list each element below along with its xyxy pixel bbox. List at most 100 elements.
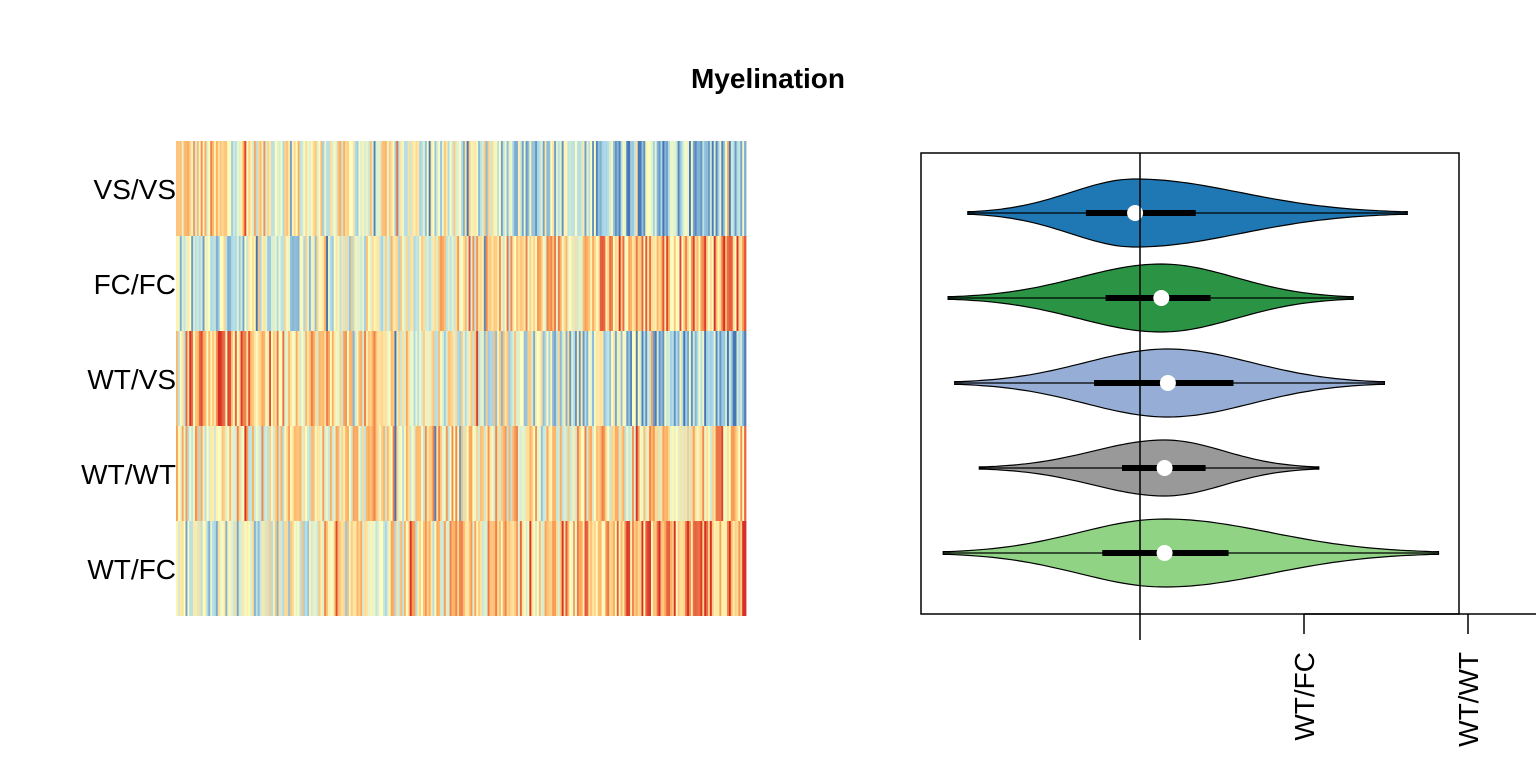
heatmap-cell (563, 521, 566, 616)
heatmap-cell (540, 331, 544, 426)
heatmap-cell (565, 426, 568, 521)
heatmap-cell (734, 141, 737, 236)
heatmap-cell (518, 521, 521, 616)
heatmap-cell (702, 331, 705, 426)
heatmap-cell (485, 521, 488, 616)
heatmap-cell (263, 331, 266, 426)
heatmap-cell (176, 331, 179, 426)
heatmap-cell (677, 141, 680, 236)
heatmap-cell (295, 141, 298, 236)
heatmap-cell (411, 236, 414, 331)
heatmap-cell (276, 236, 279, 331)
heatmap-cell (658, 236, 661, 331)
heatmap-cell (400, 426, 403, 521)
heatmap-cell (523, 426, 526, 521)
heatmap-cell (303, 331, 306, 426)
heatmap-cell (183, 331, 186, 426)
heatmap-cell (447, 426, 450, 521)
heatmap-cell (364, 521, 367, 616)
heatmap-cell (736, 141, 739, 236)
heatmap-cell (495, 331, 498, 426)
heatmap-cell (331, 426, 335, 521)
heatmap-cell (645, 236, 648, 331)
heatmap-cell (379, 331, 382, 426)
heatmap-cell (345, 521, 348, 616)
heatmap-cell (742, 236, 745, 331)
heatmap-cell (227, 331, 230, 426)
heatmap-cell (324, 521, 327, 616)
heatmap-cell (333, 141, 336, 236)
heatmap-cell (719, 141, 722, 236)
heatmap-cell (272, 521, 276, 616)
heatmap-cell (310, 521, 314, 616)
heatmap-cell (457, 236, 460, 331)
heatmap-cell (510, 141, 513, 236)
heatmap-cell (546, 426, 549, 521)
heatmap-cell (603, 331, 606, 426)
heatmap-cell (567, 236, 570, 331)
heatmap-cell (290, 236, 293, 331)
heatmap-cell (597, 426, 601, 521)
heatmap-cell (641, 331, 644, 426)
heatmap-cell (356, 426, 359, 521)
heatmap-cell (592, 521, 595, 616)
heatmap-cell (390, 521, 393, 616)
heatmap-cell (396, 521, 399, 616)
heatmap-cell (196, 236, 200, 331)
heatmap-cell (388, 236, 392, 331)
heatmap-cell (198, 236, 202, 331)
heatmap-cell (474, 521, 477, 616)
heatmap-cell (493, 331, 496, 426)
heatmap-cell (274, 521, 278, 616)
heatmap-cell (698, 236, 701, 331)
heatmap-cell (645, 141, 648, 236)
heatmap-cell (445, 331, 449, 426)
violin-median-point (1156, 460, 1173, 476)
heatmap-cell (485, 331, 488, 426)
heatmap-cell (286, 236, 289, 331)
heatmap-cell (373, 426, 376, 521)
heatmap-cell (523, 236, 526, 331)
heatmap-cell (191, 426, 194, 521)
heatmap-cell (335, 521, 338, 616)
heatmap-cell (193, 141, 196, 236)
heatmap-cell (736, 521, 739, 616)
heatmap-cell (704, 331, 707, 426)
heatmap-cell (569, 236, 572, 331)
heatmap-cell (732, 426, 735, 521)
heatmap-cell (459, 521, 462, 616)
heatmap-cell (177, 521, 181, 616)
heatmap-cell (179, 331, 183, 426)
heatmap-cell (208, 521, 211, 616)
heatmap-cell (690, 141, 694, 236)
heatmap-cell (554, 521, 557, 616)
heatmap-cell (510, 426, 513, 521)
heatmap-cell (607, 141, 610, 236)
heatmap-cell (339, 331, 342, 426)
heatmap-cell (571, 426, 574, 521)
heatmap-cell (512, 236, 515, 331)
heatmap-cell (214, 236, 217, 331)
heatmap-cell (309, 521, 312, 616)
heatmap-cell (438, 236, 441, 331)
heatmap-cell (529, 236, 532, 331)
heatmap-cell (514, 236, 517, 331)
heatmap-cell (322, 426, 325, 521)
heatmap-cell (453, 141, 456, 236)
heatmap-cell (244, 236, 247, 331)
heatmap-cell (328, 521, 331, 616)
violin-vs-vs (967, 178, 1408, 248)
heatmap-cell (527, 141, 530, 236)
heatmap-cell (483, 141, 487, 236)
heatmap-cell (559, 521, 563, 616)
heatmap-cell (586, 331, 589, 426)
heatmap-cell (377, 426, 380, 521)
heatmap-cell (472, 141, 475, 236)
heatmap-cell (322, 331, 325, 426)
heatmap-cell (461, 236, 464, 331)
heatmap-cell (708, 141, 711, 236)
heatmap-cell (597, 331, 601, 426)
heatmap-cell (652, 521, 656, 616)
heatmap-cell (504, 141, 507, 236)
heatmap-cell (407, 331, 411, 426)
